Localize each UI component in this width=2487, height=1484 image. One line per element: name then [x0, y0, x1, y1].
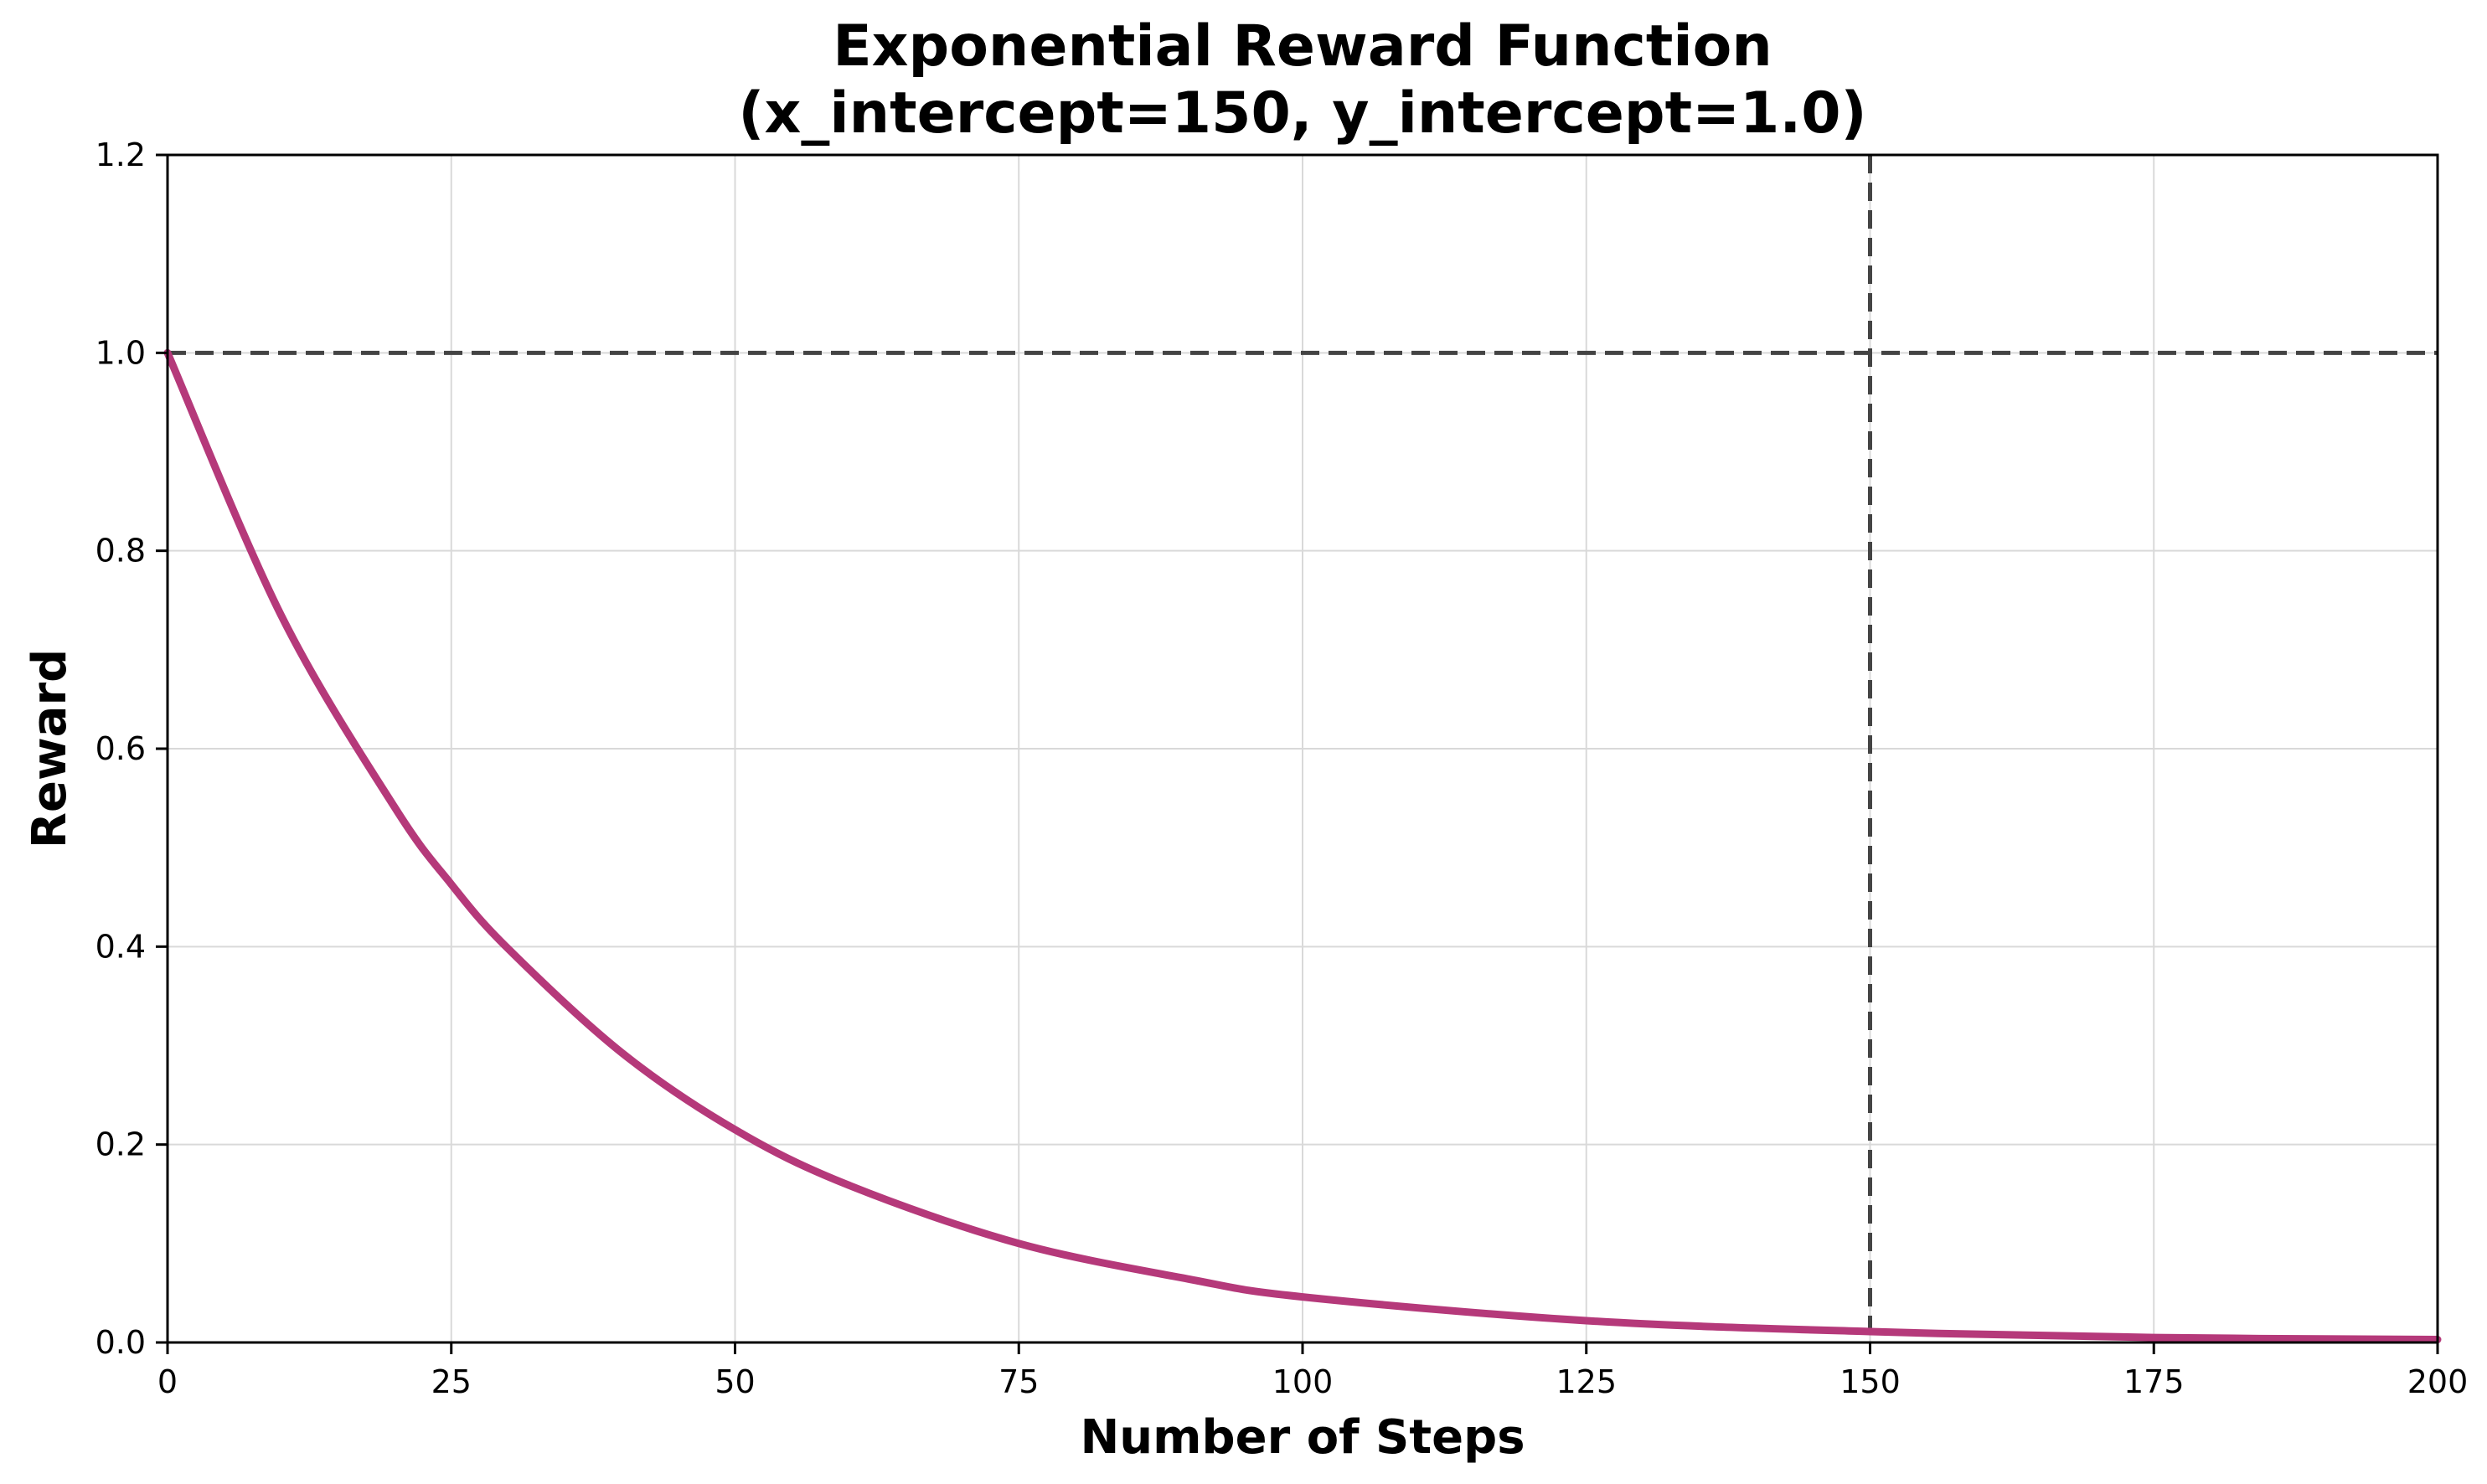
reference-lines	[168, 155, 2438, 1342]
y-tick-label-0: 0.0	[95, 1324, 146, 1361]
x-tick-label-0: 0	[157, 1363, 178, 1400]
y-axis-label: Reward	[23, 649, 77, 848]
x-tick-label-6: 150	[1839, 1363, 1901, 1400]
x-tick-label-2: 50	[715, 1363, 755, 1400]
x-tick-label-3: 75	[998, 1363, 1039, 1400]
reward-curve-line-0	[163, 348, 2442, 1343]
y-tick-label-6: 1.2	[95, 137, 146, 173]
x-tick-label-4: 100	[1272, 1363, 1334, 1400]
x-tick-label-7: 175	[2123, 1363, 2185, 1400]
y-tick-label-4: 0.8	[95, 533, 146, 569]
series-layer	[163, 348, 2442, 1343]
chart-title-line-2: (x_intercept=150, y_intercept=1.0)	[738, 80, 1866, 147]
x-tick-label-1: 25	[431, 1363, 472, 1400]
y-tick-label-3: 0.6	[95, 730, 146, 767]
x-axis-label: Number of Steps	[1080, 1410, 1525, 1465]
x-tick-label-5: 125	[1556, 1363, 1617, 1400]
y-tick-label-5: 1.0	[95, 334, 146, 371]
x-tick-label-8: 200	[2407, 1363, 2469, 1400]
y-tick-label-2: 0.4	[95, 928, 146, 965]
axis-ticks: 0 25 50 75 100 125 150 175 200 0.0 0.2 0.4 0.6 0.8 1.0…	[95, 137, 2469, 1400]
y-tick-label-1: 0.2	[95, 1126, 146, 1163]
chart-title-line-1: Exponential Reward Function	[833, 13, 1772, 80]
